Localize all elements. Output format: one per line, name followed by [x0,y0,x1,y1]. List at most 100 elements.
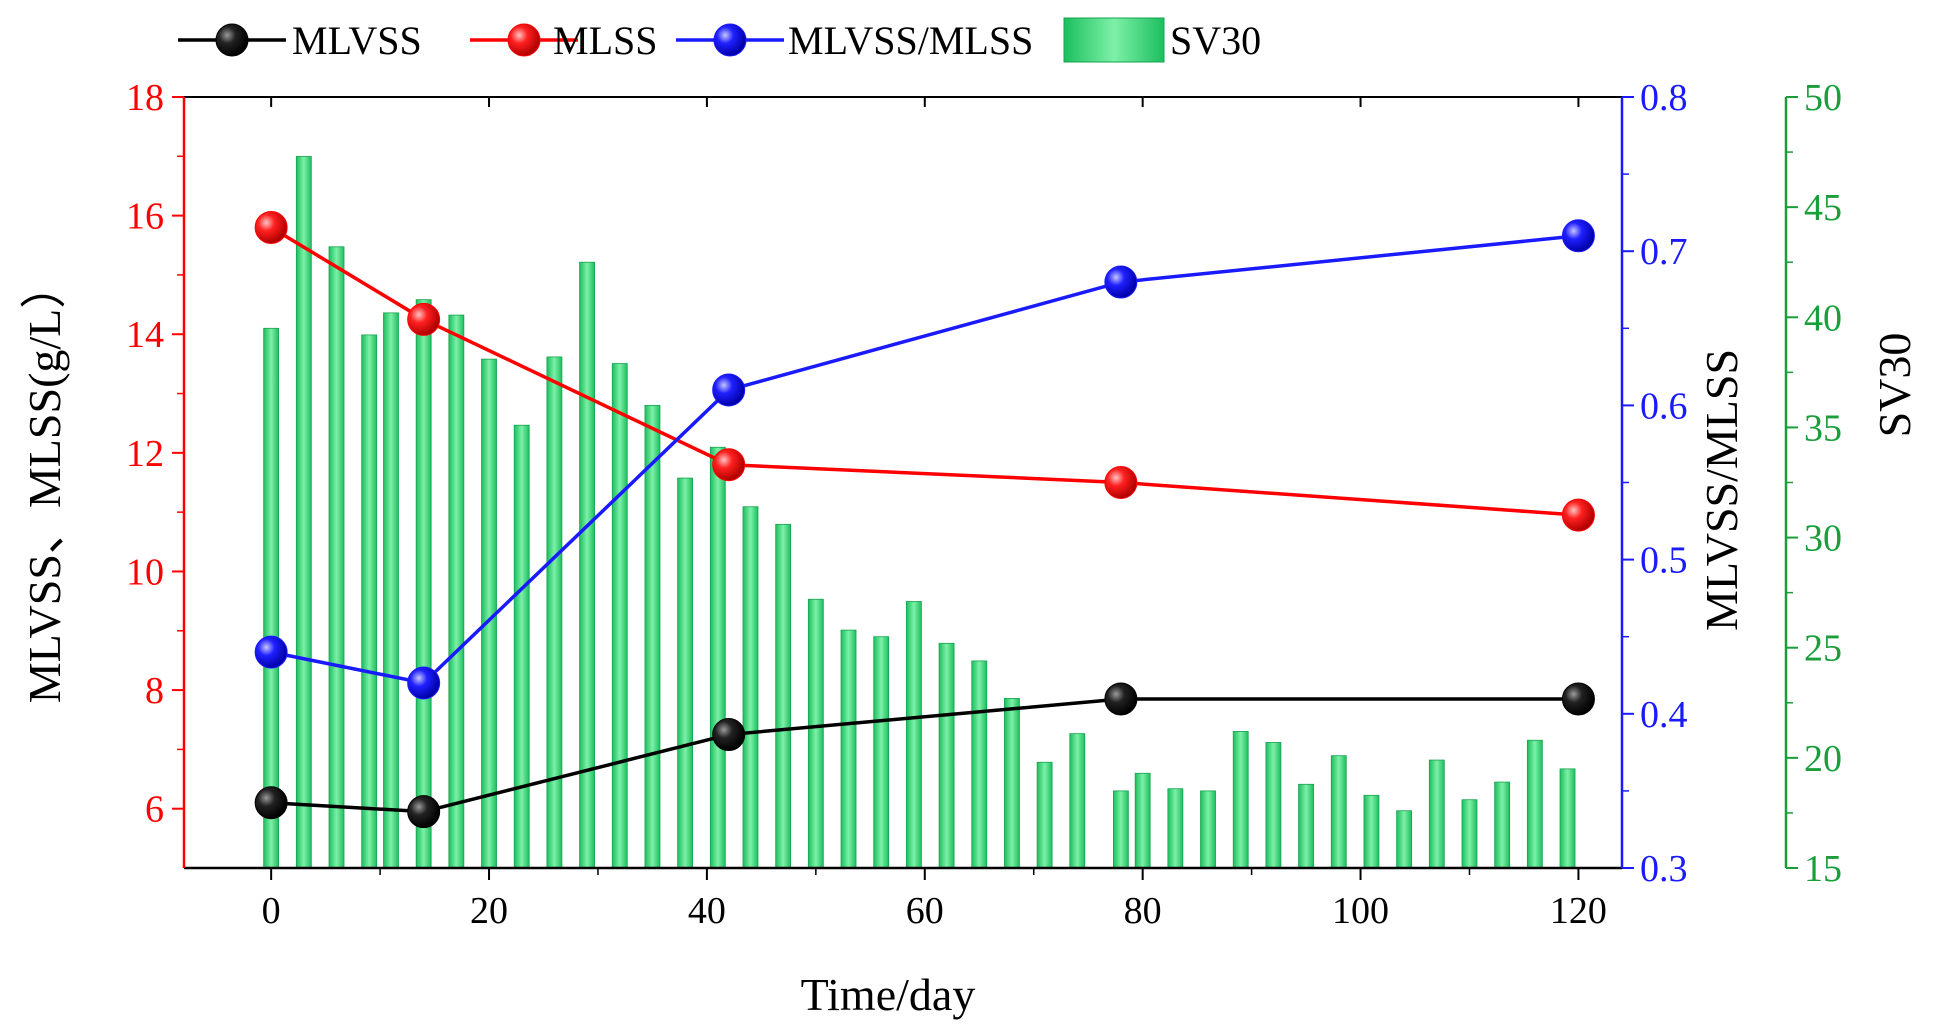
right-tick-label: 0.4 [1640,694,1688,736]
sv30-bar [1069,733,1086,869]
legend: MLVSS MLSS MLVSS/MLSS SV30 [178,17,1261,63]
sv30-bar [971,660,988,869]
left-tick-label: 6 [145,789,164,831]
sv30-bar [1494,781,1511,869]
sv30-bar [1559,768,1576,869]
sv30-bar [938,642,955,869]
sv30-bar [1265,742,1282,869]
sv30-bar [1526,739,1543,869]
x-tick-label: 20 [470,890,508,932]
sv30-tick-label: 45 [1804,187,1842,229]
sv30-bar [546,356,563,869]
mlss-point [1561,498,1595,532]
sv30-bar [1134,772,1151,869]
mlvss-mlss-point [254,635,288,669]
sv30-bar [1200,790,1216,869]
sv30-bar [513,424,530,869]
sv30-bar [1298,783,1314,869]
left-tick-label: 14 [126,314,164,356]
sv30-bar [448,314,465,869]
legend-mlss-marker [507,23,541,57]
right-axis-title: MLVSS/MLSS [1696,349,1747,631]
sv30-bar [709,446,726,869]
left-axis-title: MLVSS、MLSS(g/L） [19,263,70,704]
mlvss-mlss-point [1104,265,1138,299]
sv30-bar [295,156,312,869]
legend-mlvss-label: MLVSS [292,18,422,63]
sv30-bar [1461,799,1478,869]
left-tick-label: 18 [126,77,164,119]
mlvss-point [712,718,746,752]
x-tick-label: 60 [906,890,944,932]
mlvss-point [254,786,288,820]
sv30-bar [1396,810,1413,869]
mlvss-point [1104,682,1138,716]
x-tick-label: 0 [262,890,281,932]
sv30-bar [840,629,857,869]
x-tick-label: 100 [1332,890,1389,932]
series-points [254,210,1595,829]
sv30-bar [383,312,399,869]
mlvss-line [271,697,1579,814]
sv30-bar [677,477,694,869]
sv30-bar [807,598,824,869]
sv30-tick-label: 40 [1804,297,1842,339]
sv30-bar [1167,788,1184,869]
sv30-bar [775,523,792,869]
mlss-point [1104,466,1138,499]
sv30-bar [611,363,628,869]
legend-sv30-swatch [1063,17,1165,63]
left-tick-label: 8 [145,670,164,712]
right-tick-label: 0.6 [1640,385,1688,427]
sv30-tick-label: 15 [1804,848,1842,890]
sv30-bar [742,506,759,869]
mlvss-mlss-point [1561,219,1595,253]
sv30-bar [644,404,661,869]
sv30-bar [328,246,345,869]
sv30-bar [361,334,378,869]
sv30-tick-label: 25 [1804,628,1842,670]
x-axis-title: Time/day [801,969,976,1020]
mlss-point [254,210,288,244]
sv30-bar [1112,790,1129,869]
legend-mlss-label: MLSS [553,18,658,63]
sv30-bar [1036,761,1053,869]
legend-mlvss-mlss-marker [713,23,747,57]
mlvss-mlss-point [712,373,746,407]
sv30-bar [873,636,890,869]
sv30-tick-label: 35 [1804,407,1842,449]
right-tick-label: 0.8 [1640,77,1688,119]
sv30-bar [905,601,922,869]
axes: 0 20 40 60 80 100 120 6 8 10 12 14 16 18 0.3 0.4 0.5 0.6 0… [126,77,1842,932]
sv30-axis-title: SV30 [1869,333,1920,438]
mlvss-point [407,795,441,829]
sv30-bar [579,261,595,869]
mlss-point [712,448,746,482]
mlvss-mlss-point [407,666,441,700]
mlvss-mlss-line [270,234,1579,685]
x-tick-label: 120 [1550,890,1607,932]
left-tick-label: 16 [126,196,164,238]
sv30-tick-label: 50 [1804,77,1842,119]
sv30-bars [263,156,1576,869]
left-tick-label: 12 [126,433,164,475]
legend-mlvss-mlss-label: MLVSS/MLSS [788,18,1033,63]
x-tick-label: 80 [1124,890,1162,932]
legend-sv30-label: SV30 [1170,18,1261,63]
right-tick-label: 0.3 [1640,848,1688,890]
right-tick-label: 0.7 [1640,231,1688,273]
left-tick-label: 10 [126,551,164,593]
mlss-line [270,225,1579,517]
mlss-point [407,302,441,336]
sv30-bar [1363,794,1380,869]
sv30-bar [1428,759,1445,869]
legend-mlvss-marker [215,23,249,57]
sv30-bar [415,299,432,869]
x-tick-label: 40 [688,890,726,932]
sv30-bar [1232,731,1249,869]
sv30-bar [1004,697,1020,869]
sv30-bar [1330,755,1347,869]
sv30-tick-label: 30 [1804,518,1842,560]
series-lines [270,225,1579,814]
